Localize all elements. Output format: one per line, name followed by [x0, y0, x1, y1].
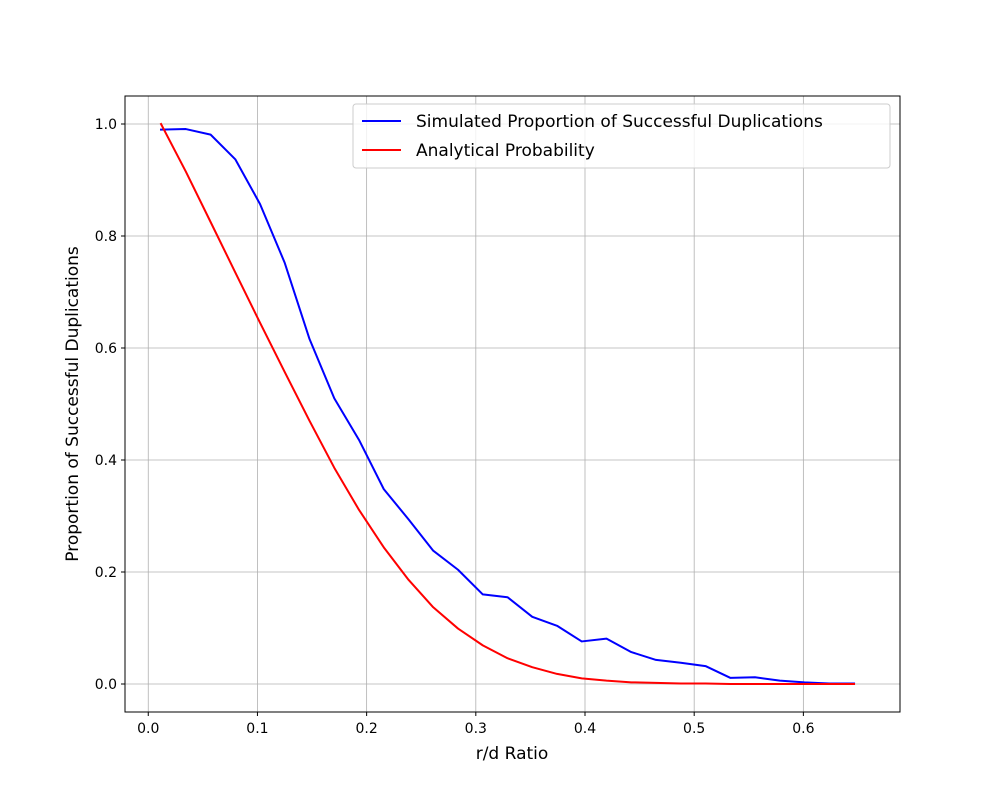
x-tick-label: 0.6	[792, 721, 814, 737]
legend-label-analytical: Analytical Probability	[416, 141, 595, 161]
x-tick-label: 0.3	[465, 721, 487, 737]
x-tick-label: 0.5	[683, 721, 705, 737]
y-tick-label: 0.4	[95, 453, 117, 469]
x-tick-label: 0.0	[137, 721, 159, 737]
legend-box	[352, 103, 891, 169]
legend: Simulated Proportion of Successful Dupli…	[352, 103, 891, 169]
grid	[125, 96, 900, 712]
x-tick-label: 0.2	[355, 721, 377, 737]
y-axis-label: Proportion of Successful Duplications	[63, 246, 83, 562]
series-line-simulated	[160, 128, 856, 685]
series-layer	[159, 122, 856, 685]
plot-frame	[124, 95, 901, 713]
x-tick-label: 0.4	[574, 721, 596, 737]
y-tick-label: 1.0	[95, 117, 117, 133]
series-line-analytical	[159, 122, 856, 685]
y-tick-label: 0.0	[95, 677, 117, 693]
tick-layer: 0.0 0.1 0.2 0.3 0.4 0.5 0.6 0.0 0.2 0.4 0.6 0.8 1.0	[95, 117, 815, 737]
y-tick-label: 0.8	[95, 229, 117, 245]
legend-label-simulated: Simulated Proportion of Successful Dupli…	[416, 112, 823, 132]
y-tick-label: 0.2	[95, 565, 117, 581]
x-tick-label: 0.1	[246, 721, 268, 737]
x-axis-label: r/d Ratio	[476, 744, 549, 764]
y-tick-label: 0.6	[95, 341, 117, 357]
